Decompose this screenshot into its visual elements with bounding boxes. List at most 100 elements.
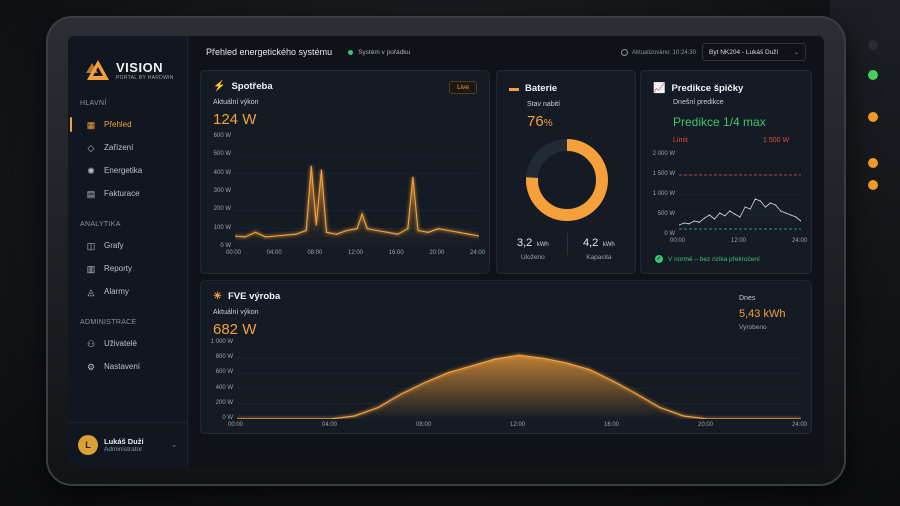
data-point <box>407 228 409 230</box>
chart-plot <box>237 343 801 419</box>
user-name: Lukáš Duží <box>104 436 144 446</box>
sidebar-item-alarmy[interactable]: ◬ Alarmy <box>68 280 187 303</box>
y-tick-label: 1 000 W <box>210 339 233 345</box>
y-tick-label: 800 W <box>215 354 233 361</box>
location-value: Byt NK204 - Lukáš Duží <box>709 48 779 56</box>
data-point <box>377 407 379 409</box>
sidebar-item-nastaveni[interactable]: ⚙ Nastavení <box>68 355 187 378</box>
nav-section-title: ANALYTIKA <box>80 221 121 228</box>
data-point <box>734 213 736 215</box>
chart-icon: ◫ <box>86 240 96 251</box>
data-point <box>310 165 312 167</box>
x-tick-label: 12:00 <box>510 422 526 428</box>
status-text: Systém v pořádku <box>358 48 411 56</box>
data-point <box>708 214 711 216</box>
data-point <box>698 221 700 223</box>
y-tick-label: 500 W <box>657 211 675 217</box>
y-tick-label: 200 W <box>215 399 233 406</box>
data-point <box>468 233 470 235</box>
y-tick-label: 0 W <box>664 231 675 237</box>
data-point <box>612 380 614 382</box>
logo[interactable]: VISION PORTAL BY HARDWIN <box>68 36 187 92</box>
x-tick-label: 04:00 <box>322 422 338 428</box>
y-tick-label: 1 000 W <box>652 191 675 197</box>
user-profile[interactable]: L Lukáš Duží Administrator ⌄ <box>68 422 187 466</box>
data-point <box>800 220 801 222</box>
x-tick-label: 12:00 <box>731 238 747 244</box>
data-point <box>295 233 297 235</box>
x-tick-label: 24:00 <box>792 422 808 428</box>
data-point <box>749 208 751 210</box>
status-dot-icon <box>348 49 354 55</box>
data-point <box>565 362 567 364</box>
data-point <box>790 214 792 216</box>
sidebar-item-grafy[interactable]: ◫ Grafy <box>68 234 187 257</box>
data-point <box>361 213 363 215</box>
consumption-card: ⚡ Spotřeba Live Aktuální výkon 124 W 600… <box>200 70 490 274</box>
chart-plot <box>679 155 801 235</box>
x-tick-label: 08:00 <box>416 422 432 428</box>
sidebar-item-label: Uživatelé <box>104 339 137 348</box>
data-point <box>754 198 756 200</box>
pv-label: Aktuální výkon <box>213 309 259 316</box>
data-point <box>244 236 246 238</box>
data-point <box>330 418 332 419</box>
data-point <box>785 212 787 214</box>
logo-name: VISION <box>116 59 164 75</box>
data-point <box>706 418 708 419</box>
data-point <box>254 231 256 233</box>
data-point <box>305 229 307 232</box>
x-tick-label: 16:00 <box>388 250 404 256</box>
y-tick-label: 400 W <box>215 384 233 391</box>
peak-label: Dnešní predikce <box>673 99 724 106</box>
chevron-down-icon: ⌄ <box>793 49 799 56</box>
data-point <box>264 236 267 238</box>
data-point <box>458 231 460 233</box>
series-glow <box>235 166 479 239</box>
app-screen: VISION PORTAL BY HARDWIN HLAVNÍ ▦ Přehled ◇… <box>68 36 824 466</box>
x-tick-label: 16:00 <box>604 422 620 428</box>
data-point <box>275 235 277 237</box>
sidebar-item-zarizeni[interactable]: ◇ Zařízení <box>68 136 187 159</box>
today-value: 5,43 kWh <box>739 308 786 320</box>
sidebar-item-uzivatele[interactable]: ⚇ Uživatelé <box>68 332 187 355</box>
data-point <box>800 418 801 419</box>
series-area <box>235 166 479 247</box>
y-tick-label: 1 500 W <box>652 171 675 177</box>
data-point <box>494 358 497 360</box>
data-point <box>679 224 680 226</box>
sidebar-item-reporty[interactable]: ▥ Reporty <box>68 257 187 280</box>
x-tick-label: 00:00 <box>228 422 244 428</box>
consumption-title: ⚡ Spotřeba <box>213 81 273 92</box>
sidebar-item-fakturace[interactable]: ▤ Fakturace <box>68 182 187 205</box>
nav-section-title: ADMINISTRACE <box>80 319 137 326</box>
data-point <box>659 407 661 409</box>
limit-label: Limit <box>673 137 688 144</box>
location-select[interactable]: Byt NK204 - Lukáš Duží ⌄ <box>702 43 806 61</box>
data-point <box>775 204 777 206</box>
data-point <box>795 216 797 218</box>
clock-icon <box>620 49 628 56</box>
chevron-down-icon[interactable]: ⌄ <box>171 441 177 449</box>
data-point <box>356 228 358 230</box>
data-point <box>635 393 638 395</box>
data-point <box>336 233 338 235</box>
data-point <box>376 229 378 232</box>
sidebar-item-energetika[interactable]: ✺ Energetika <box>68 159 187 182</box>
data-point <box>478 235 479 237</box>
pv-chart: 1 000 W 800 W 600 W 400 W 200 W 0 W 00:00 04:00… <box>207 339 808 431</box>
sidebar-item-prehled[interactable]: ▦ Přehled <box>68 113 187 136</box>
data-point <box>315 224 317 226</box>
data-point <box>724 215 726 217</box>
tablet-frame: VISION PORTAL BY HARDWIN HLAVNÍ ▦ Přehled ◇… <box>46 16 846 486</box>
battery-capacity: 4,2 kWh Kapacita <box>583 237 615 261</box>
live-badge[interactable]: Live <box>449 81 477 94</box>
y-tick-label: 600 W <box>215 369 233 376</box>
data-point <box>235 235 236 237</box>
updated-text: Aktualizováno: 10:24:30 <box>631 49 696 56</box>
data-point <box>714 218 716 220</box>
sidebar: VISION PORTAL BY HARDWIN HLAVNÍ ▦ Přehled ◇… <box>68 36 188 466</box>
trend-icon: 📈 <box>653 83 666 94</box>
data-point <box>400 393 403 395</box>
data-point <box>417 229 419 232</box>
